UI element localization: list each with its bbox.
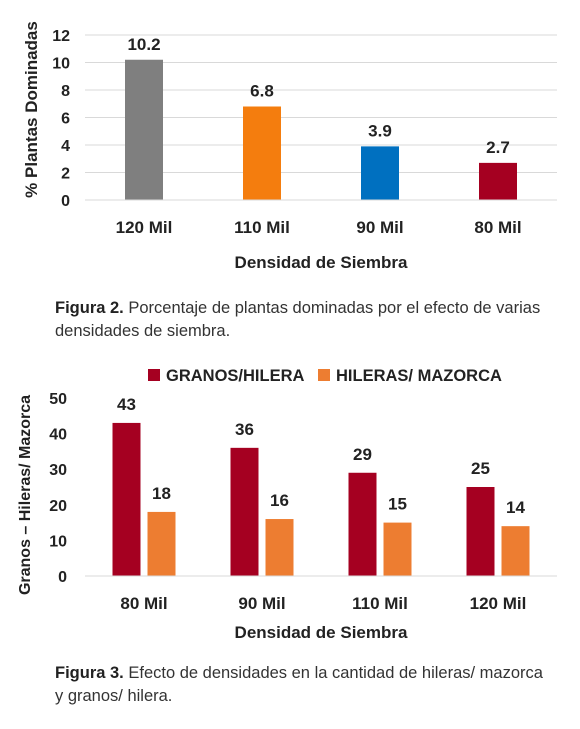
legend-label: GRANOS/HILERA [166, 367, 305, 385]
x-axis-label: Densidad de Siembra [235, 623, 408, 642]
y-axis-ticks: 0 2 4 6 8 10 12 [52, 28, 70, 210]
bar [147, 511, 176, 576]
bars [125, 59, 517, 200]
x-tick-label: 90 Mil [356, 218, 403, 237]
legend-swatch [148, 369, 160, 381]
figure-3-label: Figura 3. [55, 664, 124, 682]
bar [501, 526, 530, 576]
data-label: 6.8 [250, 82, 274, 101]
legend: GRANOS/HILERA HILERAS/ MAZORCA [148, 367, 502, 385]
y-tick-label: 40 [49, 427, 67, 444]
data-label: 3.9 [368, 121, 392, 140]
bar [243, 106, 281, 200]
data-label: 29 [353, 445, 372, 464]
y-axis-ticks: 0 10 20 30 40 50 [49, 391, 67, 586]
figure-2-caption: Figura 2. Porcentaje de plantas dominada… [55, 297, 545, 343]
x-tick-label: 120 Mil [470, 594, 527, 613]
y-tick-label: 30 [49, 462, 67, 479]
data-labels: 10.2 6.8 3.9 2.7 [127, 35, 509, 157]
legend-swatch [318, 369, 330, 381]
y-axis-label: Granos – Hileras/ Mazorca [17, 395, 34, 595]
figure-3-caption: Figura 3. Efecto de densidades en la can… [55, 662, 545, 708]
x-axis-label: Densidad de Siembra [235, 253, 408, 272]
data-label: 15 [388, 495, 407, 514]
bar [125, 59, 163, 200]
legend-label: HILERAS/ MAZORCA [336, 367, 502, 385]
gridlines [85, 34, 557, 173]
data-label: 10.2 [127, 35, 160, 54]
x-tick-label: 110 Mil [352, 594, 408, 613]
x-tick-label: 80 Mil [120, 594, 167, 613]
x-tick-label: 80 Mil [474, 218, 521, 237]
data-label: 18 [152, 484, 171, 503]
figure-3-text: Efecto de densidades en la cantidad de h… [55, 664, 543, 705]
bar [361, 146, 399, 200]
y-tick-label: 10 [52, 56, 70, 73]
data-label: 16 [270, 491, 289, 510]
x-axis-ticks: 80 Mil 90 Mil 110 Mil 120 Mil [120, 594, 526, 613]
y-tick-label: 4 [61, 138, 70, 155]
bar [383, 522, 412, 576]
data-labels: 43 18 36 16 29 15 25 14 [117, 395, 525, 517]
x-axis-ticks: 120 Mil 110 Mil 90 Mil 80 Mil [116, 218, 522, 237]
y-tick-label: 6 [61, 111, 70, 128]
x-tick-label: 120 Mil [116, 218, 173, 237]
bar [230, 447, 259, 576]
bars [112, 422, 530, 576]
bar [479, 162, 517, 200]
data-label: 14 [506, 498, 525, 517]
bar [112, 422, 141, 576]
y-tick-label: 2 [61, 166, 70, 183]
data-label: 25 [471, 459, 490, 478]
y-axis-label: % Plantas Dominadas [22, 21, 41, 198]
y-tick-label: 20 [49, 498, 67, 515]
data-label: 43 [117, 395, 136, 414]
bar [466, 487, 495, 576]
chart-plantas-dominadas: 0 2 4 6 8 10 12 10.2 6.8 3.9 2.7 120 Mil 110 Mil 90… [22, 21, 557, 272]
y-tick-label: 50 [49, 391, 67, 408]
x-tick-label: 110 Mil [234, 218, 290, 237]
y-tick-label: 0 [58, 569, 67, 586]
y-tick-label: 10 [49, 533, 67, 550]
bar [348, 472, 377, 576]
y-tick-label: 8 [61, 83, 70, 100]
y-tick-label: 12 [52, 28, 70, 45]
x-tick-label: 90 Mil [238, 594, 285, 613]
figure-2-label: Figura 2. [55, 299, 124, 317]
figure-2-text: Porcentaje de plantas dominadas por el e… [55, 299, 541, 340]
chart-granos-hileras: GRANOS/HILERA HILERAS/ MAZORCA 0 10 20 30 40 5… [17, 367, 557, 642]
bar [265, 519, 294, 576]
data-label: 2.7 [486, 138, 510, 157]
y-tick-label: 0 [61, 193, 70, 210]
data-label: 36 [235, 420, 254, 439]
